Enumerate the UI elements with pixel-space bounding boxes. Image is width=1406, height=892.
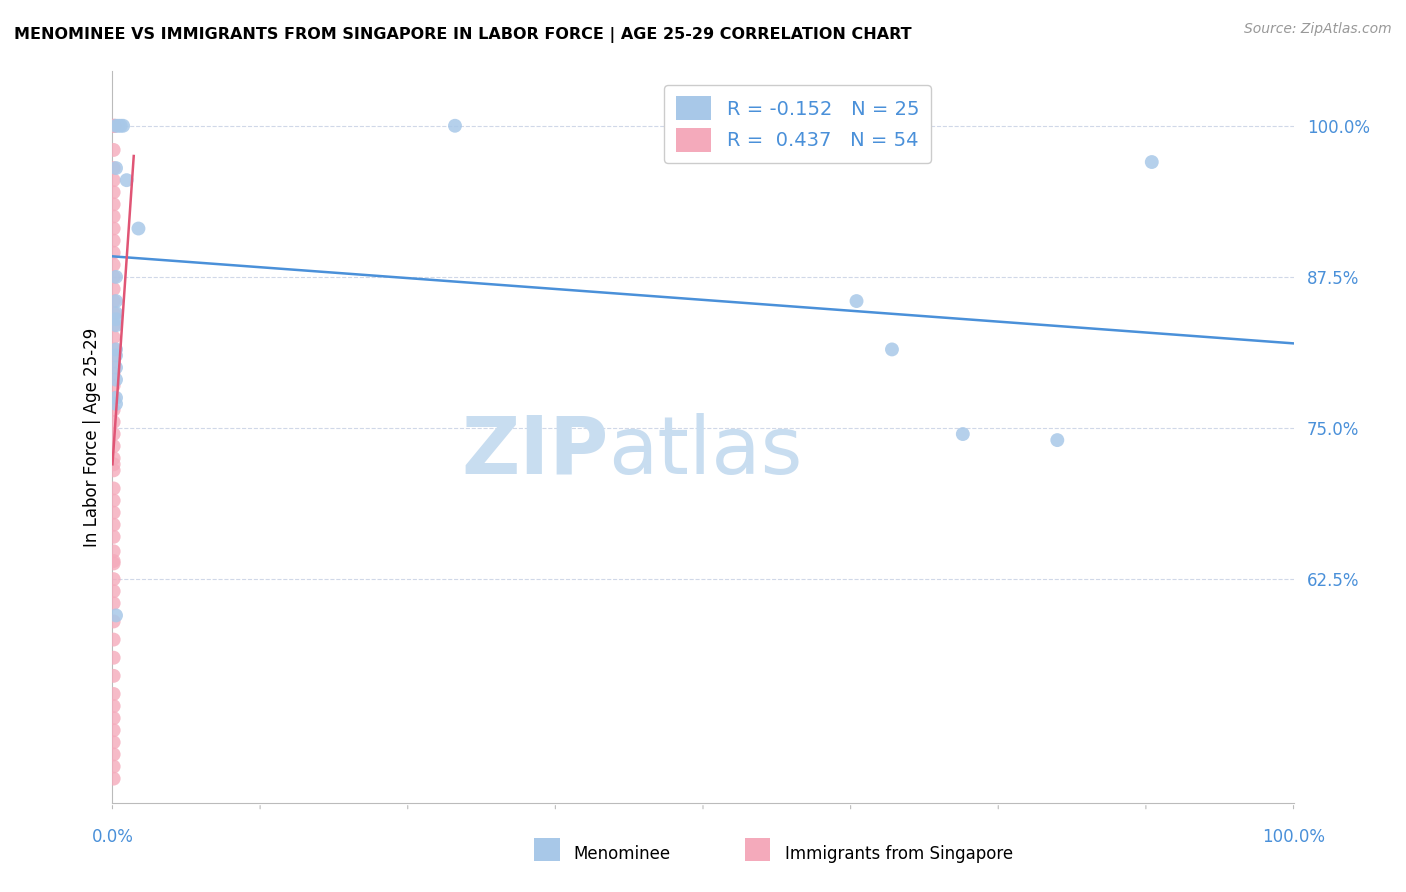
Point (103, 723, 125, 738)
Point (105, 306, 128, 320)
Point (103, 306, 125, 320)
Point (103, 699, 125, 714)
Point (880, 343, 903, 357)
Point (103, 572, 125, 586)
Point (103, 354, 125, 368)
Point (103, 650, 125, 665)
Point (103, 221, 125, 235)
Point (845, 294, 868, 309)
Point (103, 506, 125, 520)
Point (103, 457, 125, 471)
Point (103, 463, 125, 477)
Point (103, 451, 125, 466)
Point (103, 747, 125, 762)
Point (103, 318, 125, 333)
Point (127, 221, 149, 235)
Point (103, 330, 125, 344)
Point (444, 119, 467, 133)
Point (1046, 433, 1069, 447)
Point (103, 245, 125, 260)
Point (103, 711, 125, 725)
Point (103, 557, 125, 571)
Point (105, 360, 128, 375)
Point (103, 530, 125, 544)
Point (103, 197, 125, 211)
Point (103, 584, 125, 599)
Point (103, 759, 125, 773)
Y-axis label: In Labor Force | Age 25-29: In Labor Force | Age 25-29 (83, 327, 101, 547)
Point (103, 427, 125, 442)
Point (103, 143, 125, 157)
Point (107, 119, 129, 133)
Point (105, 373, 128, 387)
Point (105, 119, 128, 133)
Point (115, 173, 138, 187)
Point (112, 119, 135, 133)
Point (103, 687, 125, 701)
Point (103, 415, 125, 429)
Point (103, 173, 125, 187)
Point (103, 482, 125, 496)
Point (103, 186, 125, 200)
Text: MENOMINEE VS IMMIGRANTS FROM SINGAPORE IN LABOR FORCE | AGE 25-29 CORRELATION CH: MENOMINEE VS IMMIGRANTS FROM SINGAPORE I… (14, 27, 911, 43)
Point (105, 397, 128, 411)
Point (1140, 155, 1163, 169)
Point (103, 269, 125, 284)
Point (103, 258, 125, 272)
Point (103, 343, 125, 357)
Point (103, 554, 125, 568)
Legend: R = -0.152   N = 25, R =  0.437   N = 54: R = -0.152 N = 25, R = 0.437 N = 54 (664, 85, 931, 163)
Point (103, 234, 125, 248)
Point (103, 378, 125, 392)
Point (103, 161, 125, 175)
Point (103, 493, 125, 508)
Point (103, 772, 125, 786)
Point (103, 282, 125, 296)
Point (105, 608, 128, 623)
Point (103, 735, 125, 749)
Point (105, 391, 128, 405)
Text: Immigrants from Singapore: Immigrants from Singapore (785, 845, 1012, 863)
Point (103, 596, 125, 610)
Text: 0.0%: 0.0% (91, 828, 134, 846)
Point (952, 427, 974, 442)
Point (105, 294, 128, 309)
Point (105, 318, 128, 333)
Point (103, 294, 125, 309)
Point (103, 119, 125, 133)
Text: atlas: atlas (609, 413, 803, 491)
Point (103, 632, 125, 647)
Point (103, 119, 125, 133)
Point (103, 544, 125, 558)
Text: Menominee: Menominee (574, 845, 671, 863)
Point (105, 161, 128, 175)
Point (103, 517, 125, 532)
Point (105, 343, 128, 357)
Text: Source: ZipAtlas.com: Source: ZipAtlas.com (1244, 22, 1392, 37)
Point (105, 349, 128, 363)
Point (105, 269, 128, 284)
Point (103, 439, 125, 453)
Point (103, 391, 125, 405)
Point (104, 119, 127, 133)
Point (103, 210, 125, 224)
Text: 100.0%: 100.0% (1263, 828, 1324, 846)
Point (110, 119, 132, 133)
Point (103, 669, 125, 683)
Point (103, 367, 125, 381)
Point (103, 615, 125, 629)
Point (105, 312, 128, 326)
Point (103, 403, 125, 417)
Text: ZIP: ZIP (461, 413, 609, 491)
